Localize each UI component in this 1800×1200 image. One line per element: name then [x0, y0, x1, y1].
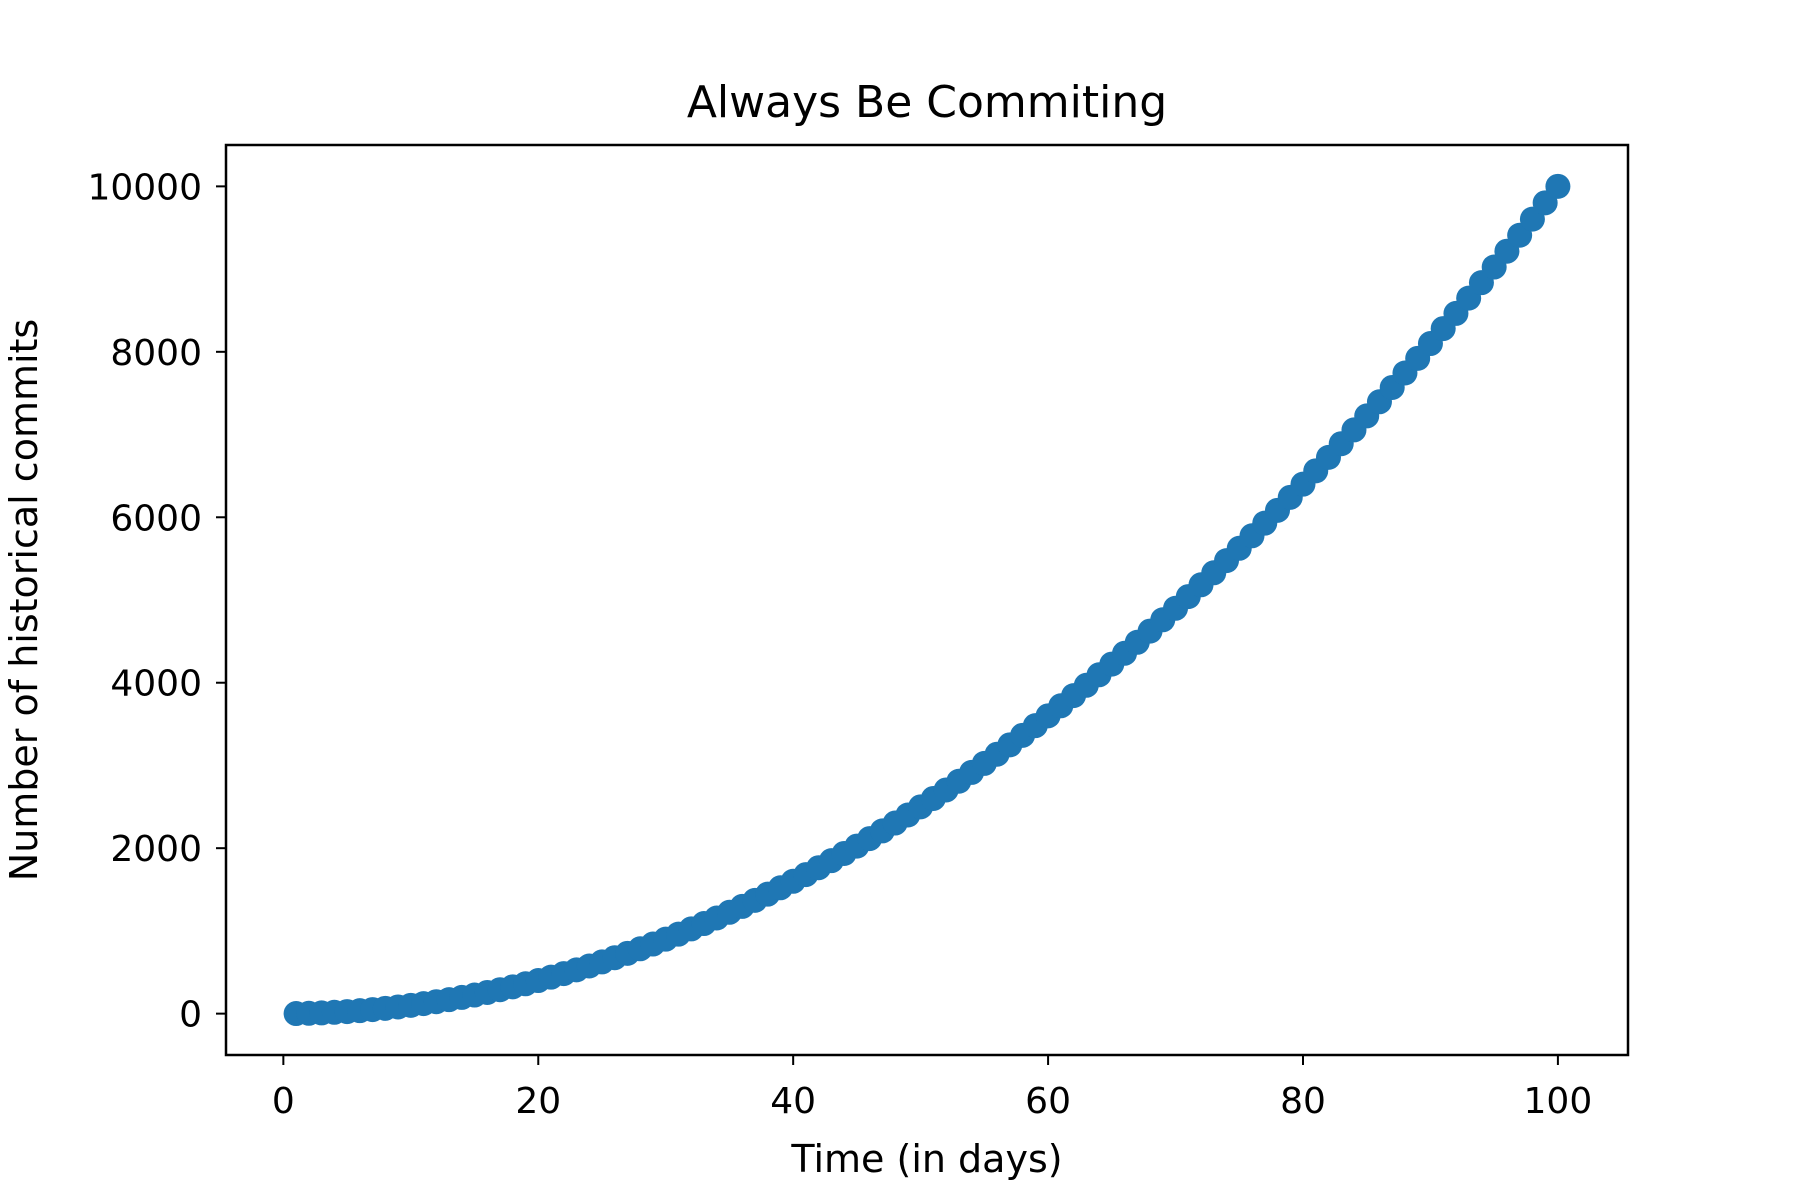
x-tick-label: 0: [272, 1081, 295, 1122]
axes-frame: [224, 143, 1630, 1057]
x-tick-label: 100: [1524, 1081, 1593, 1122]
y-tick-label: 0: [179, 995, 202, 1036]
x-tick-label: 20: [515, 1081, 561, 1122]
y-tick-label: 4000: [110, 664, 202, 705]
x-tick-label: 80: [1280, 1081, 1326, 1122]
y-axis: 0 2000 4000 6000 8000 10000: [87, 167, 226, 1036]
plot-area: [283, 173, 1571, 1027]
y-tick-label: 10000: [87, 167, 202, 208]
x-axis-label: Time (in days): [790, 1137, 1062, 1181]
x-tick-label: 60: [1025, 1081, 1071, 1122]
data-point: [1545, 173, 1571, 199]
chart-title: Always Be Commiting: [687, 77, 1167, 128]
y-tick-label: 6000: [110, 498, 202, 539]
x-tick-label: 40: [770, 1081, 816, 1122]
y-axis-label: Number of historical commits: [2, 319, 46, 881]
y-tick-label: 8000: [110, 333, 202, 374]
y-tick-label: 2000: [110, 829, 202, 870]
x-axis: 0 20 40 60 80 100: [272, 1055, 1592, 1122]
